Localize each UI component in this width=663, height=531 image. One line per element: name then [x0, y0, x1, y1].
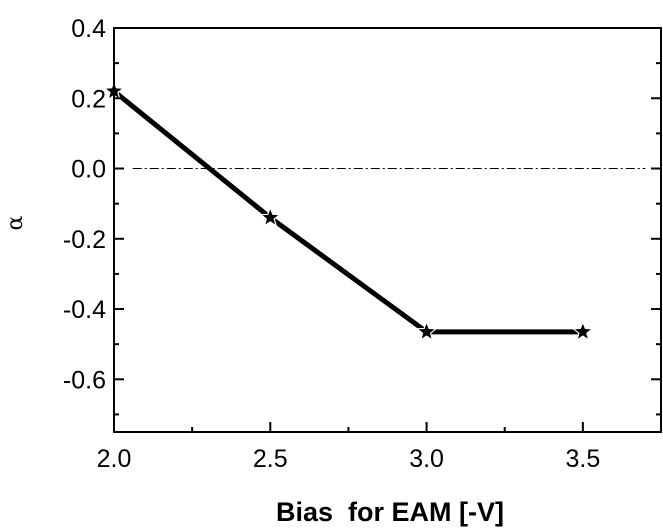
- data-point-star: [571, 320, 594, 342]
- x-tick-label: 2.5: [253, 445, 288, 473]
- y-tick-label: 0.4: [71, 15, 106, 43]
- x-tick-label: 3.0: [409, 445, 444, 473]
- x-tick-label: 3.5: [565, 445, 600, 473]
- data-point-star: [415, 320, 438, 342]
- y-tick-label: -0.4: [63, 296, 106, 324]
- y-tick-label: -0.6: [63, 366, 106, 394]
- y-tick-label: -0.2: [63, 226, 106, 254]
- y-axis-title: α: [3, 215, 28, 230]
- y-tick-label: 0.2: [71, 85, 106, 113]
- series-layer: [111, 88, 586, 335]
- marker-layer: [102, 79, 594, 342]
- series-line: [111, 88, 586, 335]
- y-tick-label: 0.0: [71, 156, 106, 184]
- tick-layer: [113, 27, 661, 432]
- x-tick-label: 2.0: [97, 445, 132, 473]
- data-point-star: [259, 205, 282, 228]
- x-axis-title: Bias for EAM [-V]: [276, 497, 504, 527]
- plot-frame: [113, 27, 662, 433]
- tick-label-layer: 2.0 2.5 3.0 3.5 0.4 0.2 0.0 -0.2 -0.4 -0.6: [63, 15, 600, 473]
